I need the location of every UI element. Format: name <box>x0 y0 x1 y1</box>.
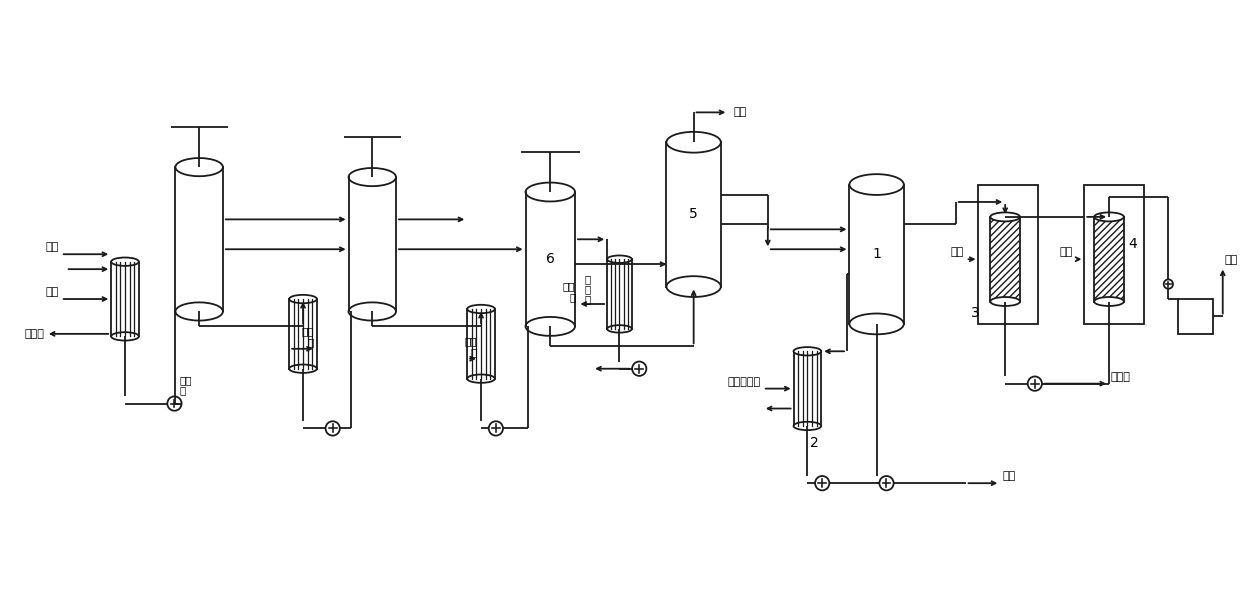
Circle shape <box>815 476 830 490</box>
Text: 凝结水: 凝结水 <box>24 329 43 339</box>
Ellipse shape <box>467 304 495 313</box>
Text: 2: 2 <box>811 436 820 450</box>
Ellipse shape <box>991 297 1021 306</box>
Text: 低温位热源: 低温位热源 <box>728 376 761 387</box>
Text: 3: 3 <box>971 306 980 320</box>
Text: 废液: 废液 <box>1002 471 1016 481</box>
Ellipse shape <box>467 375 495 383</box>
Text: 4: 4 <box>1128 238 1137 252</box>
Circle shape <box>632 362 646 376</box>
Circle shape <box>326 421 340 435</box>
Text: 冷凝液: 冷凝液 <box>1111 371 1131 382</box>
Bar <box>112 262 139 336</box>
Text: 冷源: 冷源 <box>950 247 963 257</box>
Ellipse shape <box>112 258 139 266</box>
Ellipse shape <box>608 255 632 263</box>
Text: 凝结
水: 凝结 水 <box>180 375 192 396</box>
Text: 废液: 废液 <box>46 242 58 252</box>
Ellipse shape <box>794 347 821 356</box>
Circle shape <box>167 396 181 410</box>
Circle shape <box>1163 280 1173 289</box>
Ellipse shape <box>991 213 1021 222</box>
Text: 5: 5 <box>689 208 698 222</box>
Text: 凝
结
水: 凝 结 水 <box>585 274 591 304</box>
Text: 气相: 气相 <box>733 107 746 118</box>
Ellipse shape <box>1094 213 1123 222</box>
Text: 凝结
水: 凝结 水 <box>301 326 314 347</box>
Text: 凝结
水: 凝结 水 <box>464 336 477 357</box>
Circle shape <box>489 421 503 435</box>
Ellipse shape <box>608 325 632 333</box>
Text: 凝结
水: 凝结 水 <box>563 281 575 302</box>
Bar <box>991 217 1021 301</box>
Text: 6: 6 <box>546 252 554 266</box>
Bar <box>1084 185 1143 324</box>
Circle shape <box>879 476 894 490</box>
Bar <box>608 259 632 329</box>
Ellipse shape <box>289 365 317 373</box>
Ellipse shape <box>112 332 139 340</box>
Text: 大气: 大气 <box>1225 255 1238 265</box>
Ellipse shape <box>794 422 821 430</box>
Ellipse shape <box>289 295 317 303</box>
Text: 冷源: 冷源 <box>1059 247 1073 257</box>
Text: 蚊汽: 蚊汽 <box>46 287 58 297</box>
Bar <box>794 351 821 426</box>
Bar <box>289 299 317 368</box>
Circle shape <box>1028 376 1042 391</box>
Bar <box>1094 217 1123 301</box>
Ellipse shape <box>1094 297 1123 306</box>
Bar <box>1178 299 1213 334</box>
Text: 1: 1 <box>872 247 882 261</box>
Bar <box>467 309 495 379</box>
Bar <box>978 185 1038 324</box>
